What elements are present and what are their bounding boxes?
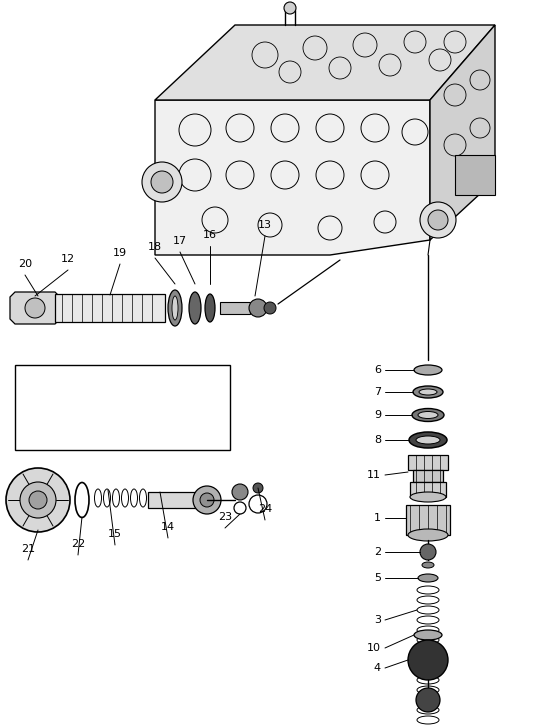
Text: 21: 21	[21, 544, 35, 554]
Bar	[148, 492, 198, 508]
Circle shape	[271, 114, 299, 142]
Text: 3: 3	[374, 615, 381, 625]
Text: 11: 11	[367, 470, 381, 480]
Circle shape	[264, 302, 276, 314]
Text: 12: 12	[61, 254, 75, 264]
Circle shape	[29, 491, 47, 509]
Ellipse shape	[416, 436, 440, 444]
Ellipse shape	[414, 630, 442, 640]
Text: 1: 1	[374, 513, 381, 523]
Ellipse shape	[408, 529, 448, 541]
Polygon shape	[10, 292, 60, 324]
Circle shape	[420, 202, 456, 238]
Text: 8: 8	[374, 435, 381, 445]
Text: 16: 16	[203, 230, 217, 240]
Circle shape	[179, 114, 211, 146]
Circle shape	[318, 216, 342, 240]
Text: 10: 10	[367, 643, 381, 653]
Circle shape	[258, 213, 282, 237]
Text: 15: 15	[108, 529, 122, 539]
Text: 22: 22	[71, 539, 85, 549]
Circle shape	[379, 54, 401, 76]
Circle shape	[361, 114, 389, 142]
Text: 7: 7	[374, 387, 381, 397]
Circle shape	[428, 210, 448, 230]
Ellipse shape	[412, 409, 444, 422]
Circle shape	[151, 171, 173, 193]
Circle shape	[6, 468, 70, 532]
Polygon shape	[155, 25, 495, 100]
Circle shape	[420, 544, 436, 560]
Ellipse shape	[168, 290, 182, 326]
Bar	[406, 505, 450, 535]
Bar	[15, 365, 230, 450]
Circle shape	[284, 2, 296, 14]
Circle shape	[444, 31, 466, 53]
Ellipse shape	[409, 432, 447, 448]
Bar	[413, 470, 443, 482]
Bar	[455, 155, 495, 195]
Circle shape	[361, 161, 389, 189]
Bar	[220, 302, 250, 314]
Circle shape	[353, 33, 377, 57]
Circle shape	[329, 57, 351, 79]
Text: 18: 18	[148, 242, 162, 252]
Circle shape	[200, 493, 214, 507]
Circle shape	[253, 483, 263, 493]
Circle shape	[316, 114, 344, 142]
Circle shape	[408, 640, 448, 680]
Circle shape	[226, 114, 254, 142]
Text: 5: 5	[374, 573, 381, 583]
Ellipse shape	[410, 492, 446, 502]
Text: 24: 24	[258, 504, 272, 514]
Ellipse shape	[413, 386, 443, 398]
Circle shape	[232, 484, 248, 500]
Ellipse shape	[422, 562, 434, 568]
Circle shape	[470, 118, 490, 138]
Text: 2: 2	[374, 547, 381, 557]
Circle shape	[226, 161, 254, 189]
Ellipse shape	[205, 294, 215, 322]
Text: 6: 6	[374, 365, 381, 375]
Text: 17: 17	[173, 236, 187, 246]
Circle shape	[444, 134, 466, 156]
Polygon shape	[430, 25, 495, 240]
Circle shape	[202, 207, 228, 233]
Circle shape	[416, 688, 440, 712]
Text: 20: 20	[18, 259, 32, 269]
Circle shape	[316, 161, 344, 189]
Circle shape	[279, 61, 301, 83]
Ellipse shape	[419, 389, 437, 395]
Circle shape	[252, 42, 278, 68]
Bar	[55, 294, 165, 322]
Ellipse shape	[189, 292, 201, 324]
Circle shape	[179, 159, 211, 191]
Polygon shape	[155, 100, 430, 255]
Text: 4: 4	[374, 663, 381, 673]
Circle shape	[193, 486, 221, 514]
Circle shape	[404, 31, 426, 53]
Text: 14: 14	[161, 522, 175, 532]
Circle shape	[20, 482, 56, 518]
Circle shape	[25, 298, 45, 318]
Bar	[408, 455, 448, 470]
Circle shape	[402, 119, 428, 145]
Circle shape	[444, 84, 466, 106]
Ellipse shape	[418, 412, 438, 418]
Bar	[410, 482, 446, 497]
Ellipse shape	[172, 296, 178, 320]
Text: 19: 19	[113, 248, 127, 258]
Circle shape	[271, 161, 299, 189]
Circle shape	[249, 299, 267, 317]
Circle shape	[374, 211, 396, 233]
Ellipse shape	[418, 574, 438, 582]
Circle shape	[303, 36, 327, 60]
Circle shape	[429, 49, 451, 71]
Text: 9: 9	[374, 410, 381, 420]
Circle shape	[470, 70, 490, 90]
Text: 13: 13	[258, 220, 272, 230]
Text: 23: 23	[218, 512, 232, 522]
Circle shape	[142, 162, 182, 202]
Ellipse shape	[414, 365, 442, 375]
